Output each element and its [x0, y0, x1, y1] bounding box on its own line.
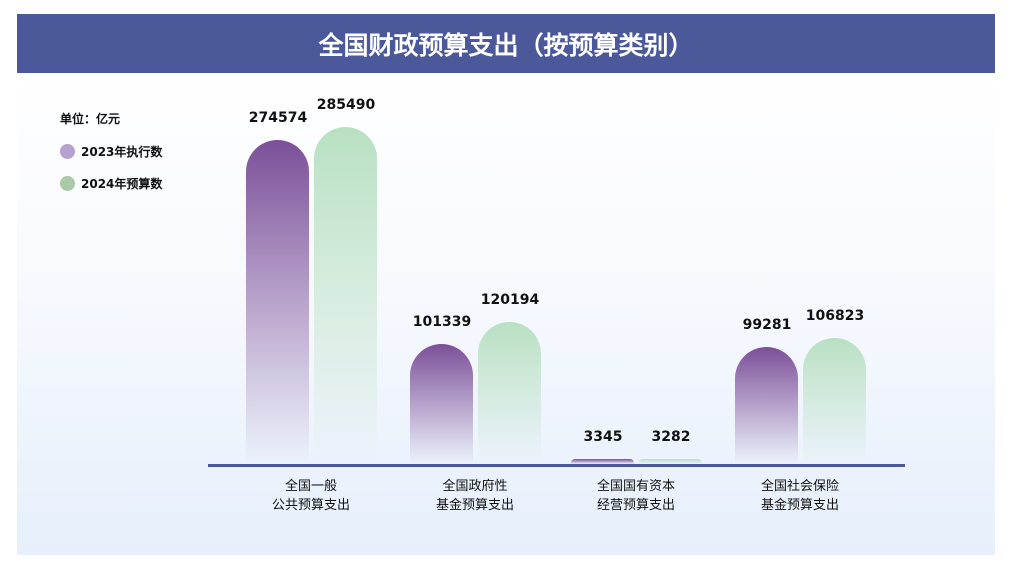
data-label: 99281 [742, 316, 792, 333]
category-label: 全国政府性基金预算支出 [405, 477, 545, 515]
bar-2023 [735, 346, 798, 464]
bar-2024 [478, 322, 541, 464]
chart-background [17, 73, 995, 555]
x-axis-line [208, 464, 905, 467]
bar-2023 [410, 344, 473, 464]
data-label: 3282 [651, 429, 691, 445]
data-label: 3345 [583, 429, 623, 445]
category-label-line: 全国一般 [284, 479, 337, 494]
legend-swatch [60, 176, 75, 191]
bar-2023 [571, 459, 634, 464]
legend-label: 2023年执行数 [81, 145, 163, 159]
legend-swatch [60, 144, 75, 159]
category-label-line: 全国政府性 [442, 479, 508, 494]
bar-2024 [803, 337, 866, 464]
legend-item-2024: 2024年预算数 [60, 175, 162, 192]
category-label-line: 经营预算支出 [596, 498, 675, 513]
category-label-line: 全国国有资本 [596, 479, 675, 494]
category-label: 全国社会保险 基金预算支出 [730, 477, 870, 515]
bar-2024 [639, 459, 702, 464]
bar-2023 [246, 139, 309, 464]
category-label-line: 公共预算支出 [271, 498, 350, 513]
category-label-line: 全国社会保险 [760, 479, 839, 494]
category-label-line: 基金预算支出 [760, 498, 839, 513]
legend-label: 2024年预算数 [81, 177, 163, 191]
data-label: 101339 [412, 314, 472, 331]
data-label: 120194 [480, 292, 540, 309]
data-label: 106823 [805, 307, 865, 324]
chart-title: 全国财政预算支出（按预算类别） [17, 14, 995, 73]
category-label: 全国一般公共预算支出 [241, 477, 381, 515]
data-label: 285490 [316, 97, 376, 113]
unit-label: 单位：亿元 [60, 112, 121, 126]
category-label-line: 基金预算支出 [435, 498, 514, 513]
category-label: 全国国有资本 经营预算支出 [566, 477, 706, 515]
data-label: 274574 [248, 109, 308, 126]
legend-item-2023: 2023年执行数 [60, 143, 162, 160]
bar-2024 [314, 127, 377, 464]
